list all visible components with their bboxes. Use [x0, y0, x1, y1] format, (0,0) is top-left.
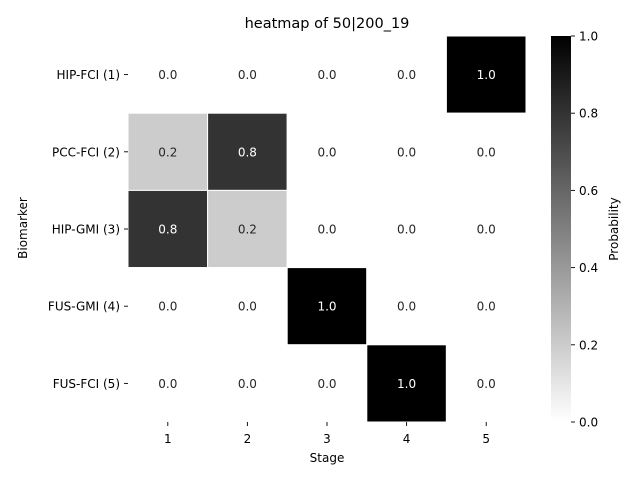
colorbar-ticks: 0.0 0.2 0.4 0.6 0.8 1.0 [571, 30, 598, 430]
heatmap-cell-r3-c2 [207, 189, 288, 269]
x-tick-label: 1 [164, 432, 172, 446]
cell-value-r1-c1: 0.0 [158, 68, 177, 82]
colorbar-tick-label: 0.0 [579, 416, 598, 430]
heatmap-cell-r5-c1 [127, 344, 209, 423]
cell-value-r5-c1: 0.0 [158, 377, 177, 391]
cell-value-r3-c5: 0.0 [477, 223, 496, 237]
cell-value-r3-c4: 0.0 [397, 223, 416, 237]
heatmap-cell-r5-c2 [207, 344, 288, 423]
x-axis-label: Stage [310, 451, 345, 465]
cell-value-r5-c3: 0.0 [317, 377, 336, 391]
heatmap-cell-r3-c4 [366, 189, 447, 269]
x-tick-label: 3 [323, 432, 331, 446]
heatmap-cell-r4-c3 [286, 267, 368, 346]
heatmap-cell-r5-c3 [286, 344, 368, 423]
y-axis-ticks: HIP-FCI (1) PCC-FCI (2) HIP-GMI (3) FUS-GMI… [48, 68, 128, 391]
cell-value-r4-c4: 0.0 [397, 300, 416, 314]
chart-title: heatmap of 50|200_19 [245, 16, 410, 32]
heatmap-cell-labels: 0.0 0.0 0.0 0.0 1.0 0.2 0.8 0.0 0.0 0.0 0.8 0.2 0.0 0… [158, 68, 495, 391]
heatmap-cell-r2-c3 [286, 112, 368, 191]
colorbar [551, 36, 571, 422]
colorbar-tick-label: 0.6 [579, 184, 598, 198]
x-tick-label: 5 [482, 432, 490, 446]
cell-value-r5-c5: 0.0 [477, 377, 496, 391]
heatmap-cell-r1-c4 [366, 35, 447, 114]
heatmap-cell-r4-c5 [445, 267, 527, 346]
colorbar-label: Probability [607, 197, 621, 260]
cell-value-r1-c4: 0.0 [397, 68, 416, 82]
heatmap-cell-r1-c3 [286, 35, 368, 114]
colorbar-tick-label: 0.8 [579, 107, 598, 121]
cell-value-r1-c3: 0.0 [317, 68, 336, 82]
cell-value-r3-c3: 0.0 [317, 223, 336, 237]
cell-value-r4-c3: 1.0 [317, 300, 336, 314]
cell-value-r4-c1: 0.0 [158, 300, 177, 314]
heatmap-cell-r4-c2 [207, 267, 288, 346]
cell-value-r2-c5: 0.0 [477, 145, 496, 159]
cell-value-r5-c4: 1.0 [397, 377, 416, 391]
cell-value-r4-c5: 0.0 [477, 300, 496, 314]
y-axis-label: Biomarker [16, 197, 30, 259]
cell-value-r1-c5: 1.0 [477, 68, 496, 82]
cell-value-r3-c1: 0.8 [158, 223, 177, 237]
cell-value-r3-c2: 0.2 [238, 223, 257, 237]
heatmap-cell-r4-c4 [366, 267, 447, 346]
cell-value-r5-c2: 0.0 [238, 377, 257, 391]
heatmap-cell-r2-c5 [445, 112, 527, 191]
x-tick-label: 4 [403, 432, 411, 446]
heatmap-cell-r1-c5 [445, 35, 527, 114]
cell-value-r2-c1: 0.2 [158, 145, 177, 159]
cell-value-r2-c2: 0.8 [238, 145, 257, 159]
heatmap-cell-r1-c2 [207, 35, 288, 114]
heatmap-cells [127, 35, 527, 423]
heatmap-cell-r5-c5 [445, 344, 527, 423]
heatmap-cell-r1-c1 [127, 35, 209, 114]
y-tick-label: HIP-FCI (1) [57, 68, 121, 82]
colorbar-tick-label: 1.0 [579, 30, 598, 44]
cell-value-r4-c2: 0.0 [238, 300, 257, 314]
x-tick-label: 2 [244, 432, 252, 446]
heatmap-cell-r2-c1 [127, 112, 209, 191]
colorbar-tick-label: 0.4 [579, 261, 598, 275]
cell-value-r2-c4: 0.0 [397, 145, 416, 159]
y-tick-label: FUS-FCI (5) [53, 377, 120, 391]
colorbar-tick-label: 0.2 [579, 338, 598, 352]
y-tick-label: HIP-GMI (3) [52, 223, 120, 237]
y-tick-label: PCC-FCI (2) [52, 145, 120, 159]
y-tick-label: FUS-GMI (4) [48, 300, 120, 314]
heatmap-cell-r3-c5 [445, 189, 527, 269]
x-axis-ticks: 1 2 3 4 5 [164, 422, 490, 446]
cell-value-r2-c3: 0.0 [317, 145, 336, 159]
heatmap-cell-r3-c3 [286, 189, 368, 269]
cell-value-r1-c2: 0.0 [238, 68, 257, 82]
